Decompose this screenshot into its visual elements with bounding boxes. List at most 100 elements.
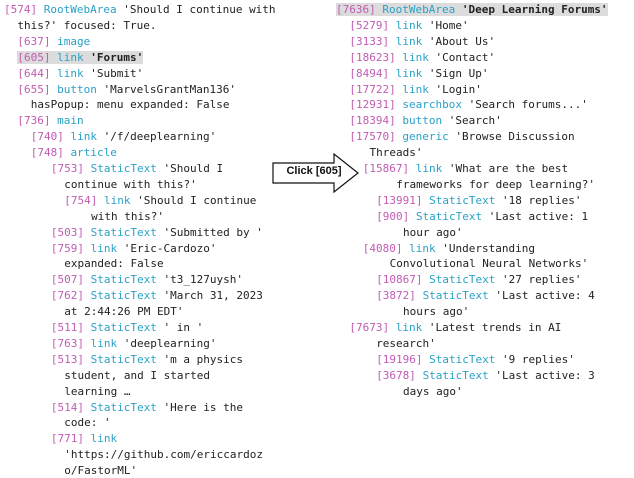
node-text: at 2:44:26 PM EDT' [64, 305, 184, 319]
node-role: link [402, 82, 429, 96]
tree-node: [3872] StaticText 'Last active: 4 [376, 289, 595, 303]
tree-node: [3678] StaticText 'Last active: 3 [376, 369, 595, 383]
node-id: [513] [50, 352, 85, 366]
node-id: [740] [30, 130, 64, 144]
node-role: button [57, 82, 97, 96]
node-text: 'Understanding [442, 241, 536, 255]
tree-node: this?' focused: True. [17, 19, 156, 33]
node-text: '/f/deeplearning' [103, 130, 217, 144]
tree-node: [511] StaticText ' in ' [51, 321, 203, 335]
node-id: [511] [50, 321, 85, 334]
node-role: link [409, 241, 436, 255]
tree-node: [8494] link 'Sign Up' [349, 67, 488, 81]
node-text: 'Login' [435, 82, 482, 96]
node-text: with this?' [91, 209, 164, 223]
tree-node: [15867] link 'What are the best [363, 162, 568, 176]
node-id: [17722] [349, 82, 396, 96]
node-role: link [395, 34, 423, 48]
tree-node: [503] StaticText 'Submitted by ' [51, 226, 263, 240]
tree-node: research' [376, 337, 436, 351]
tree-node: [507] StaticText 't3_127uysh' [51, 273, 243, 287]
arrow-shape-icon [272, 152, 359, 194]
node-id: [644] [17, 66, 51, 80]
tree-node: hours ago' [403, 305, 469, 319]
node-text: 'Last active: 1 [488, 209, 589, 223]
node-text: continue with this?' [64, 177, 197, 191]
node-id: [762] [50, 289, 85, 303]
tree-node: days ago' [403, 385, 463, 399]
tree-node: [7636] RootWebArea 'Deep Learning Forums… [336, 3, 608, 17]
node-text: 'Forums' [90, 50, 144, 64]
node-role: link [90, 241, 118, 255]
node-text: 'Should I continue with [123, 3, 276, 16]
tree-node: Convolutional Neural Networks' [390, 257, 589, 271]
action-arrow: Click [605] [272, 152, 360, 197]
tree-node: [4080] link 'Understanding [363, 242, 535, 256]
tree-node: o/FastorML' [64, 464, 137, 478]
node-role: StaticText [429, 352, 496, 366]
node-id: [18623] [349, 50, 396, 64]
node-text: frameworks for deep learning?' [396, 177, 595, 191]
node-id: [18394] [349, 114, 396, 128]
node-role: link [90, 432, 118, 446]
node-role: StaticText [429, 193, 496, 207]
tree-node: [13991] StaticText '18 replies' [376, 194, 581, 208]
node-text: 'MarvelsGrantMan136' [103, 82, 236, 96]
node-text: 'Browse Discussion [455, 130, 575, 144]
node-id: [7673] [349, 321, 390, 334]
tree-node: [574] RootWebArea 'Should I continue wit… [4, 3, 276, 17]
node-text: 'Contact' [435, 50, 496, 64]
tree-node: [514] StaticText 'Here is the [51, 401, 243, 415]
node-id: [7636] [336, 3, 376, 16]
node-id: [12931] [349, 98, 396, 112]
node-role: generic [402, 130, 449, 144]
node-text: 'Search forums...' [468, 98, 588, 112]
node-text: Convolutional Neural Networks' [389, 257, 589, 271]
tree-node: 'https://github.com/ericcardoz [64, 448, 263, 462]
node-role: RootWebArea [382, 3, 456, 16]
tree-node: [19196] StaticText '9 replies' [376, 353, 575, 367]
node-text: 'March 31, 2023 [163, 289, 263, 303]
tree-node: with this?' [91, 210, 164, 224]
node-role: image [57, 34, 91, 48]
node-role: button [402, 114, 443, 128]
node-id: [4080] [362, 241, 403, 255]
action-label: Click [605] [286, 165, 342, 177]
tree-node: [12931] searchbox 'Search forums...' [349, 98, 587, 112]
tree-node: [754] link 'Should I continue [64, 194, 256, 208]
tree-node: learning … [64, 385, 130, 399]
node-text: o/FastorML' [64, 464, 138, 478]
node-role: link [57, 66, 84, 80]
tree-node: [655] button 'MarvelsGrantMan136' [17, 83, 236, 97]
tree-node: [7673] link 'Latest trends in AI [349, 321, 561, 335]
node-id: [15867] [362, 162, 410, 175]
node-role: RootWebArea [43, 3, 117, 16]
node-id: [759] [50, 241, 85, 255]
node-text: '18 replies' [502, 193, 582, 207]
node-text: 'Should I continue [137, 193, 257, 207]
node-role: StaticText [415, 209, 483, 223]
tree-node: expanded: False [64, 257, 163, 271]
node-text: 'About Us' [428, 34, 496, 48]
node-id: [507] [50, 273, 85, 287]
node-text: hours ago' [403, 305, 470, 319]
node-id: [13991] [376, 193, 423, 207]
tree-node: [771] link [51, 432, 117, 446]
tree-node: [753] StaticText 'Should I [51, 162, 223, 176]
node-text: 'Last active: 3 [495, 368, 595, 382]
node-role: StaticText [90, 352, 157, 366]
tree-node: [759] link 'Eric-Cardozo' [51, 242, 217, 256]
node-text: research' [376, 336, 436, 350]
node-id: [10867] [376, 273, 423, 287]
node-id: [5279] [349, 18, 390, 32]
node-id: [771] [50, 432, 85, 446]
node-id: [514] [50, 400, 85, 414]
node-role: StaticText [90, 289, 157, 303]
node-id: [753] [50, 162, 85, 175]
tree-node: [513] StaticText 'm a physics [51, 353, 243, 367]
node-role: link [104, 193, 131, 207]
node-text: 'm a physics [163, 352, 243, 366]
node-role: StaticText [90, 225, 157, 239]
tree-node: [18394] button 'Search' [349, 114, 501, 128]
tree-node: frameworks for deep learning?' [396, 178, 595, 192]
